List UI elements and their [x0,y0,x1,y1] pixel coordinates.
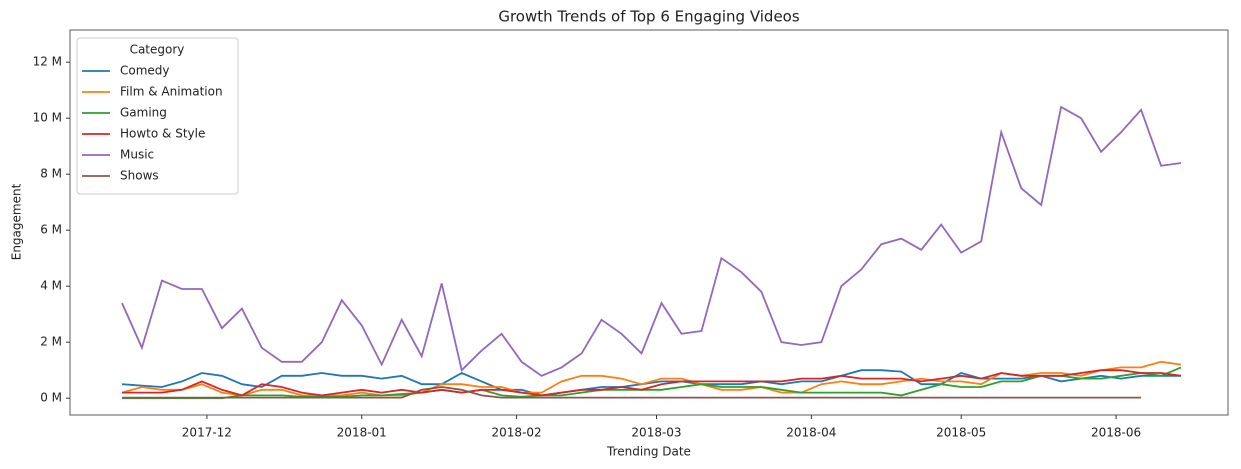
x-tick-label: 2018-02 [492,426,542,440]
y-tick-label: 2 M [40,335,62,349]
y-tick-label: 4 M [40,279,62,293]
series-line [122,386,1142,399]
chart-title: Growth Trends of Top 6 Engaging Videos [498,8,800,26]
y-tick-label: 12 M [33,55,62,69]
legend-label: Shows [120,169,159,183]
x-tick-label: 2018-06 [1091,426,1141,440]
legend-label: Gaming [120,106,167,120]
series-line [122,366,1182,400]
x-axis-label: Trending Date [606,445,691,459]
y-tick-label: 6 M [40,223,62,237]
legend-label: Howto & Style [120,127,205,141]
legend-label: Comedy [120,64,170,78]
x-tick-label: 2018-01 [337,426,387,440]
legend-title: Category [130,43,185,57]
legend-label: Music [120,148,154,162]
legend-box [76,37,239,195]
x-tick-label: 2017-12 [182,426,232,440]
y-tick-label: 0 M [40,391,62,405]
y-tick-label: 8 M [40,167,62,181]
series-line [121,369,1181,397]
x-tick-label: 2018-03 [631,426,681,440]
series-line [122,369,1182,397]
legend-label: Film & Animation [120,85,223,99]
y-tick-label: 10 M [33,111,62,125]
plot-frame [69,29,1229,416]
x-tick-label: 2018-05 [936,426,986,440]
x-tick-label: 2018-04 [786,426,836,440]
y-axis-label: Engagement [10,183,24,260]
series-line [121,105,1182,377]
